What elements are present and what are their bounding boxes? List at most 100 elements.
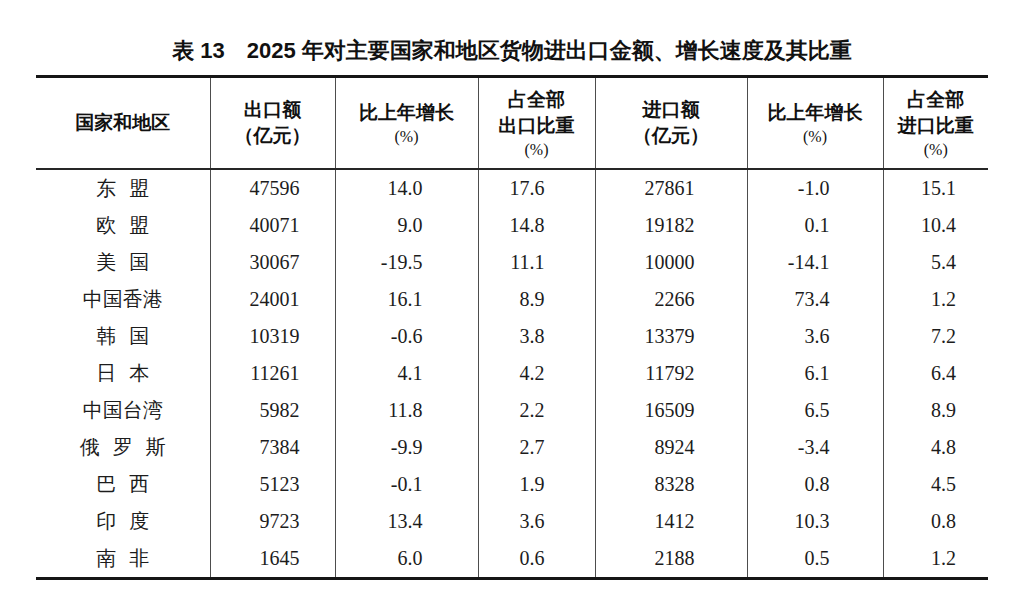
- header-line: (%): [479, 139, 595, 160]
- table-row: 南非16456.00.621880.51.2: [36, 540, 988, 579]
- column-header-export-value: 出口额 （亿元）: [210, 77, 335, 170]
- value-cell: 13.4: [335, 503, 478, 540]
- header-line: 国家和地区: [36, 110, 210, 136]
- column-header-export-growth: 比上年增长 (%): [335, 77, 478, 170]
- value-cell: 10.4: [883, 207, 988, 244]
- value-cell: 11792: [595, 355, 747, 392]
- table-row: 欧盟400719.014.8191820.110.4: [36, 207, 988, 244]
- value-cell: 7384: [210, 429, 335, 466]
- value-cell: 10000: [595, 244, 747, 281]
- trade-statistics-table: 国家和地区 出口额 （亿元） 比上年增长 (%) 占全部 出口比重 (%) 进口…: [36, 75, 988, 580]
- value-cell: 1.2: [883, 281, 988, 318]
- value-cell: 6.1: [747, 355, 883, 392]
- value-cell: 4.2: [478, 355, 595, 392]
- header-line: (%): [336, 126, 478, 147]
- header-line: 进口额: [596, 97, 747, 123]
- value-cell: 0.1: [747, 207, 883, 244]
- value-cell: 4.8: [883, 429, 988, 466]
- header-line: 比上年增长: [336, 100, 478, 126]
- value-cell: 8.9: [883, 392, 988, 429]
- value-cell: 1.9: [478, 466, 595, 503]
- value-cell: -1.0: [747, 169, 883, 207]
- region-cell: 韩国: [36, 318, 210, 355]
- value-cell: 6.4: [883, 355, 988, 392]
- region-cell: 中国香港: [36, 281, 210, 318]
- value-cell: 4.1: [335, 355, 478, 392]
- value-cell: 16.1: [335, 281, 478, 318]
- region-cell: 巴西: [36, 466, 210, 503]
- value-cell: 47596: [210, 169, 335, 207]
- region-cell: 南非: [36, 540, 210, 579]
- value-cell: 7.2: [883, 318, 988, 355]
- header-line: 出口额: [211, 97, 335, 123]
- table-row: 东盟4759614.017.627861-1.015.1: [36, 169, 988, 207]
- table-row: 中国香港2400116.18.9226673.41.2: [36, 281, 988, 318]
- value-cell: 11.1: [478, 244, 595, 281]
- value-cell: 17.6: [478, 169, 595, 207]
- value-cell: 30067: [210, 244, 335, 281]
- value-cell: 0.8: [883, 503, 988, 540]
- value-cell: 3.8: [478, 318, 595, 355]
- value-cell: -0.6: [335, 318, 478, 355]
- table-body: 东盟4759614.017.627861-1.015.1欧盟400719.014…: [36, 169, 988, 579]
- value-cell: 4.5: [883, 466, 988, 503]
- value-cell: -3.4: [747, 429, 883, 466]
- column-header-export-share: 占全部 出口比重 (%): [478, 77, 595, 170]
- value-cell: 9.0: [335, 207, 478, 244]
- value-cell: 8.9: [478, 281, 595, 318]
- value-cell: 5982: [210, 392, 335, 429]
- region-cell: 日本: [36, 355, 210, 392]
- header-line: （亿元）: [596, 123, 747, 149]
- value-cell: 10319: [210, 318, 335, 355]
- value-cell: 73.4: [747, 281, 883, 318]
- value-cell: 2266: [595, 281, 747, 318]
- header-line: 进口比重: [884, 113, 989, 139]
- table-row: 美国30067-19.511.110000-14.15.4: [36, 244, 988, 281]
- value-cell: -14.1: [747, 244, 883, 281]
- header-line: 占全部: [884, 87, 989, 113]
- header-line: 占全部: [479, 87, 595, 113]
- value-cell: 5123: [210, 466, 335, 503]
- table-row: 巴西5123-0.11.983280.84.5: [36, 466, 988, 503]
- value-cell: 11.8: [335, 392, 478, 429]
- value-cell: 0.5: [747, 540, 883, 579]
- value-cell: 0.6: [478, 540, 595, 579]
- region-cell: 东盟: [36, 169, 210, 207]
- value-cell: -9.9: [335, 429, 478, 466]
- table-row: 日本112614.14.2117926.16.4: [36, 355, 988, 392]
- region-cell: 俄罗斯: [36, 429, 210, 466]
- table-row: 印度972313.43.6141210.30.8: [36, 503, 988, 540]
- value-cell: 2188: [595, 540, 747, 579]
- table-row: 韩国10319-0.63.8133793.67.2: [36, 318, 988, 355]
- region-cell: 美国: [36, 244, 210, 281]
- value-cell: 1412: [595, 503, 747, 540]
- value-cell: 2.7: [478, 429, 595, 466]
- value-cell: 14.0: [335, 169, 478, 207]
- value-cell: 11261: [210, 355, 335, 392]
- value-cell: -0.1: [335, 466, 478, 503]
- value-cell: 3.6: [747, 318, 883, 355]
- value-cell: 6.0: [335, 540, 478, 579]
- column-header-import-growth: 比上年增长 (%): [747, 77, 883, 170]
- column-header-import-share: 占全部 进口比重 (%): [883, 77, 988, 170]
- value-cell: 13379: [595, 318, 747, 355]
- column-header-region: 国家和地区: [36, 77, 210, 170]
- region-cell: 印度: [36, 503, 210, 540]
- value-cell: 14.8: [478, 207, 595, 244]
- value-cell: 27861: [595, 169, 747, 207]
- value-cell: 16509: [595, 392, 747, 429]
- value-cell: 24001: [210, 281, 335, 318]
- value-cell: 6.5: [747, 392, 883, 429]
- value-cell: 15.1: [883, 169, 988, 207]
- header-line: （亿元）: [211, 123, 335, 149]
- region-cell: 中国台湾: [36, 392, 210, 429]
- header-line: (%): [884, 139, 989, 160]
- table-row: 俄罗斯7384-9.92.78924-3.44.8: [36, 429, 988, 466]
- header-line: (%): [748, 126, 883, 147]
- table-row: 中国台湾598211.82.2165096.58.9: [36, 392, 988, 429]
- header-row: 国家和地区 出口额 （亿元） 比上年增长 (%) 占全部 出口比重 (%) 进口…: [36, 77, 988, 170]
- value-cell: 10.3: [747, 503, 883, 540]
- value-cell: 5.4: [883, 244, 988, 281]
- value-cell: 8328: [595, 466, 747, 503]
- value-cell: 0.8: [747, 466, 883, 503]
